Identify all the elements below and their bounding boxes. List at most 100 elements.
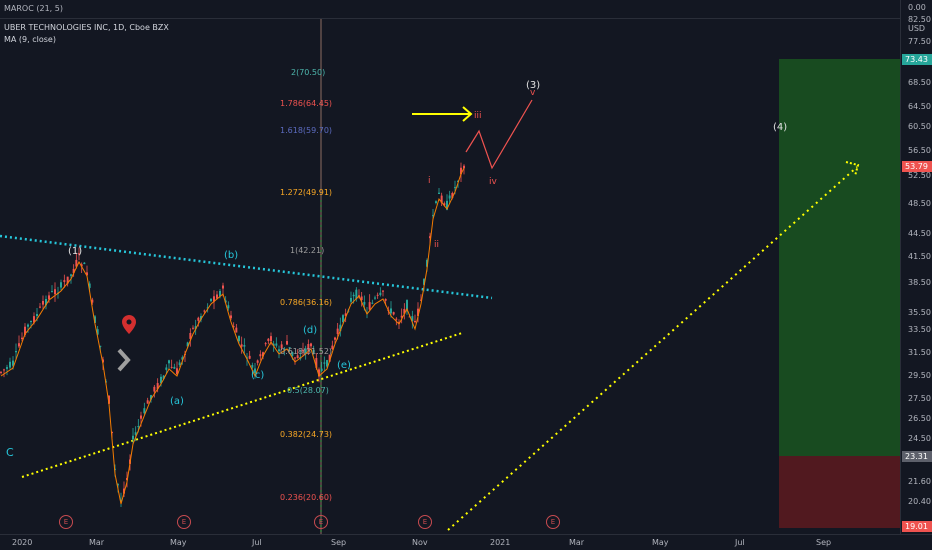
candle-body [181, 357, 184, 360]
candle-body [120, 499, 122, 502]
candle-body [318, 369, 320, 377]
candle-body [0, 371, 2, 373]
price-chart[interactable] [0, 19, 900, 534]
candle-body [78, 253, 80, 255]
earnings-marker[interactable]: E [59, 515, 73, 529]
candle-body [45, 298, 47, 306]
time-tick: May [652, 538, 669, 547]
candle-body [203, 310, 206, 312]
indicator-pane[interactable]: MAROC (21, 5) [0, 0, 900, 19]
price-tick: 41.50 [908, 252, 931, 261]
projection-arrowhead [845, 161, 860, 177]
candle-body [374, 297, 376, 299]
candle-body [70, 274, 72, 276]
candle-body [66, 276, 69, 284]
earnings-marker[interactable]: E [177, 515, 191, 529]
candle-body [440, 195, 443, 203]
price-tick: 44.50 [908, 229, 931, 238]
candle-body [230, 315, 232, 319]
price-tick: 68.50 [908, 78, 931, 87]
candle-body [307, 344, 310, 351]
candles [0, 162, 465, 508]
wave-label-v: v [530, 88, 536, 98]
candle-body [186, 342, 189, 347]
wave-label-c: (c) [251, 370, 265, 381]
candle-body [102, 359, 104, 363]
candle-body [248, 355, 251, 359]
candle-body [272, 343, 275, 346]
candle-body [310, 343, 312, 347]
candle-body [219, 290, 221, 297]
candle-body [463, 165, 465, 169]
candle-body [294, 357, 296, 359]
candle-body [48, 295, 50, 300]
price-tick: 24.50 [908, 434, 931, 443]
candle-body [117, 484, 119, 486]
candle-body [235, 327, 238, 333]
earnings-marker[interactable]: E [418, 515, 432, 529]
earnings-marker[interactable]: E [314, 515, 328, 529]
candle-body [200, 316, 202, 320]
symbol-legend[interactable]: UBER TECHNOLOGIES INC, 1D, Cboe BZX [4, 23, 169, 32]
wave-projection [465, 99, 533, 170]
candle-body [291, 351, 294, 356]
fib-level: 1.786(64.45) [280, 99, 333, 108]
candle-body [162, 375, 165, 379]
candle-body [326, 360, 328, 367]
candle-body [283, 348, 286, 350]
candle-body [446, 200, 448, 210]
candle-body [443, 203, 446, 206]
wave-label-i: i [428, 176, 431, 186]
candle-body [267, 338, 270, 341]
price-tick: 48.50 [908, 199, 931, 208]
fib-level: 0.618(31.52) [280, 347, 333, 356]
wave-label-1: (1) [68, 246, 83, 257]
candle-body [315, 358, 318, 368]
candle-body [256, 360, 259, 363]
candle-body [42, 300, 44, 305]
fib-level: 1(42.21) [290, 246, 325, 255]
price-axis[interactable]: 0.00 82.50 USD 77.50 73.43 68.50 64.50 6… [900, 0, 932, 534]
candle-body [39, 306, 41, 308]
candle-body [304, 348, 307, 354]
projection-line [447, 166, 858, 531]
candle-body [429, 236, 431, 239]
wave-label-3: (3) [526, 80, 541, 91]
candle-body [334, 337, 336, 340]
candle-body [376, 294, 379, 296]
time-axis[interactable]: 2020 Mar May Jul Sep Nov 2021 Mar May Ju… [0, 534, 932, 550]
candle-body [371, 302, 374, 304]
candle-body [94, 316, 96, 323]
candle-body [360, 296, 363, 301]
indicator-label[interactable]: MAROC (21, 5) [4, 4, 63, 13]
candle-body [262, 352, 264, 357]
fib-level: 2(70.50) [291, 68, 326, 77]
candle-body [251, 365, 254, 368]
candle-body [417, 308, 419, 316]
time-tick: 2020 [12, 538, 33, 547]
ma-legend[interactable]: MA (9, close) [4, 35, 56, 44]
candle-body [342, 315, 344, 323]
candle-body [18, 343, 20, 347]
time-tick: May [170, 538, 187, 547]
candle-body [83, 262, 86, 265]
candle-body [323, 362, 326, 364]
earnings-marker[interactable]: E [546, 515, 560, 529]
candle-body [108, 395, 110, 404]
yellow-arrowhead [462, 106, 473, 122]
candle-body [91, 299, 94, 303]
candle-body [395, 318, 398, 320]
time-tick: Nov [412, 538, 428, 547]
candle-body [390, 308, 392, 314]
candle-body [132, 435, 134, 440]
candle-body [15, 351, 17, 353]
candle-body [24, 326, 26, 335]
candle-body [254, 368, 256, 373]
candle-body [403, 308, 406, 314]
candle-body [339, 324, 342, 332]
candle-body [12, 360, 14, 366]
candle-body [176, 368, 178, 375]
candle-body [111, 431, 113, 434]
time-tick: Sep [816, 538, 832, 547]
wave-label-ii: ii [434, 240, 440, 250]
